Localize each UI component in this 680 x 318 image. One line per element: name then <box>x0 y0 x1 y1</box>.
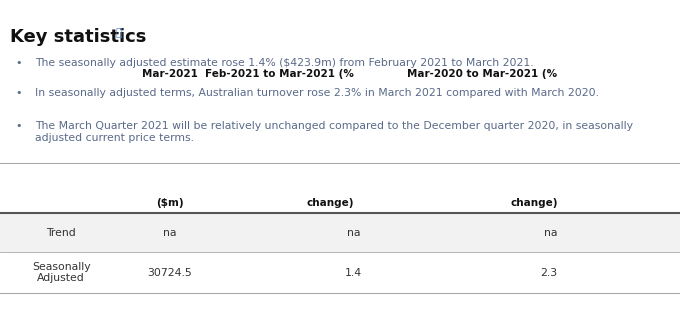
Text: In seasonally adjusted terms, Australian turnover rose 2.3% in March 2021 compar: In seasonally adjusted terms, Australian… <box>35 88 599 98</box>
Text: change): change) <box>306 197 354 208</box>
Text: •: • <box>15 58 22 68</box>
Bar <box>0 213 680 252</box>
Text: Seasonally
Adjusted: Seasonally Adjusted <box>32 262 90 283</box>
Text: na: na <box>544 227 558 238</box>
Text: •: • <box>15 121 22 131</box>
Text: •: • <box>15 88 22 98</box>
Text: na: na <box>347 227 360 238</box>
Text: na: na <box>163 227 177 238</box>
Text: 2.3: 2.3 <box>541 267 558 278</box>
Text: Trend: Trend <box>46 227 76 238</box>
Text: Feb-2021 to Mar-2021 (%: Feb-2021 to Mar-2021 (% <box>205 69 354 79</box>
Text: ($m): ($m) <box>156 197 184 208</box>
Text: 30724.5: 30724.5 <box>148 267 192 278</box>
Text: Key statistics: Key statistics <box>10 28 147 46</box>
Text: 1.4: 1.4 <box>345 267 362 278</box>
Bar <box>0 252 680 293</box>
Text: The seasonally adjusted estimate rose 1.4% ($423.9m) from February 2021 to March: The seasonally adjusted estimate rose 1.… <box>35 58 534 68</box>
Text: 🔗: 🔗 <box>116 28 122 38</box>
Text: Mar-2021: Mar-2021 <box>142 69 198 79</box>
Text: change): change) <box>510 197 558 208</box>
Text: The March Quarter 2021 will be relatively unchanged compared to the December qua: The March Quarter 2021 will be relativel… <box>35 121 633 142</box>
Text: Mar-2020 to Mar-2021 (%: Mar-2020 to Mar-2021 (% <box>407 69 558 79</box>
